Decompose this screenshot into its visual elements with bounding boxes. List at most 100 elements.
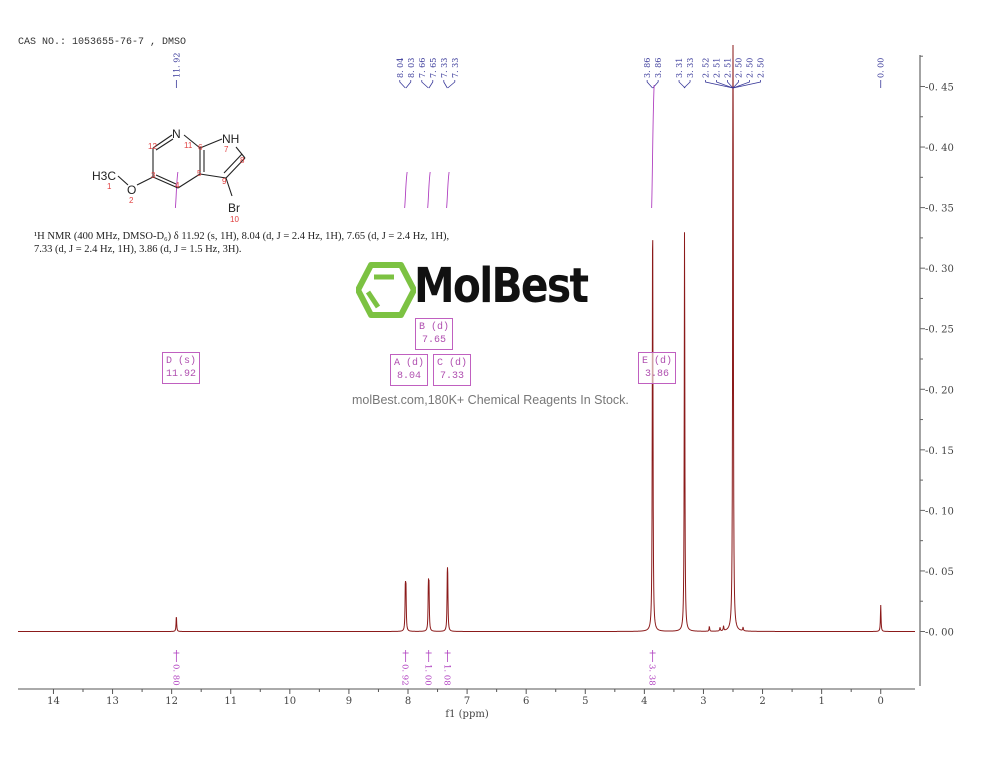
peak-label-connector — [732, 80, 750, 89]
atom-number: 4 — [175, 181, 180, 190]
watermark-tagline: molBest.com,180K+ Chemical Reagents In S… — [352, 393, 629, 407]
multiplet-label: E (d) — [642, 356, 673, 367]
multiplet-box-c: C (d) 7.33 — [433, 354, 472, 386]
y-tick-label: -0. 25 — [925, 325, 954, 336]
integral-value: 3. 38 — [647, 664, 657, 686]
multiplet-shift: 7.33 — [440, 371, 465, 382]
peak-label-connector — [399, 80, 406, 89]
atom-h3c: H3C — [92, 169, 116, 183]
peak-label-connector — [652, 80, 659, 89]
x-tick-label: 3 — [700, 696, 706, 707]
x-tick-label: 10 — [283, 696, 296, 707]
peak-label: 3. 33 — [686, 58, 695, 78]
atom-number: 8 — [240, 156, 245, 165]
nmr-description-line: 7.33 (d, J = 2.4 Hz, 1H), 3.86 (d, J = 1… — [34, 244, 242, 255]
multiplet-box-e: E (d) 3.86 — [638, 352, 677, 384]
peak-label: 7. 33 — [451, 58, 460, 78]
peak-label-connector — [732, 80, 739, 89]
integral-value: 1. 00 — [423, 664, 433, 686]
y-tick-label: -0. 10 — [925, 506, 954, 517]
peak-label: 11. 92 — [172, 53, 181, 78]
watermark-name: MolBest — [414, 258, 589, 314]
x-axis-label: f1 (ppm) — [445, 709, 488, 720]
peak-label-connector — [646, 80, 653, 89]
multiplet-box-b: B (d) 7.65 — [415, 318, 454, 350]
x-tick-label: 11 — [224, 696, 237, 707]
peak-label-connector — [732, 80, 761, 89]
multiplet-label: C (d) — [437, 358, 468, 369]
atom-number: 3 — [151, 171, 156, 180]
nmr-description-line: ¹H NMR (400 MHz, DMSO-D₆) δ 11.92 (s, 1H… — [34, 231, 450, 242]
peak-label: 8. 03 — [407, 58, 416, 78]
y-tick-label: -0. 20 — [925, 385, 954, 396]
molbest-logo-icon — [356, 262, 416, 318]
peak-label: 2. 50 — [746, 58, 755, 78]
x-tick-label: 12 — [165, 696, 178, 707]
atom-number: 7 — [224, 145, 229, 154]
peak-label-connector — [683, 80, 691, 89]
peak-label: 7. 66 — [418, 58, 427, 78]
multiplet-label: A (d) — [394, 358, 425, 369]
peak-label-connector — [421, 80, 429, 89]
peak-label: 3. 86 — [654, 58, 663, 78]
peak-label: 2. 52 — [702, 58, 711, 78]
x-tick-label: 8 — [405, 696, 411, 707]
integral-value: 0. 80 — [170, 664, 180, 686]
peak-label: 2. 50 — [735, 58, 744, 78]
x-tick-label: 9 — [346, 696, 352, 707]
peak-label: 2. 51 — [713, 58, 722, 78]
x-tick-label: 7 — [464, 696, 470, 707]
peak-label: 0. 00 — [877, 58, 886, 78]
y-tick-label: -0. 30 — [925, 264, 954, 275]
atom-number: 6 — [198, 143, 203, 152]
nmr-description: ¹H NMR (400 MHz, DMSO-D₆) δ 11.92 (s, 1H… — [34, 230, 494, 256]
x-tick-label: 1 — [818, 696, 824, 707]
chemical-structure: N NH H3C O Br 1 2 3 4 5 6 7 8 9 10 11 12 — [92, 127, 246, 224]
atom-nh: NH — [222, 132, 239, 146]
y-tick-label: -0. 35 — [925, 204, 954, 215]
multiplet-shift: 8.04 — [397, 371, 422, 382]
atom-br: Br — [228, 201, 240, 215]
atom-number: 11 — [184, 141, 193, 150]
peak-label-connector — [678, 80, 686, 89]
integral-curve — [174, 171, 179, 209]
atom-number: 1 — [107, 182, 112, 191]
atom-number: 5 — [197, 169, 202, 178]
peak-label-connector — [428, 80, 434, 89]
x-tick-label: 4 — [641, 696, 647, 707]
atom-number: 2 — [129, 196, 134, 205]
peak-label-connector — [716, 80, 734, 89]
integral-curve — [404, 171, 408, 209]
peak-label: 8. 04 — [396, 58, 405, 78]
x-tick-label: 5 — [582, 696, 588, 707]
integral-curve — [651, 84, 655, 209]
multiplet-box-a: A (d) 8.04 — [390, 354, 429, 386]
integral-value: 0. 92 — [400, 664, 410, 686]
x-tick-label: 14 — [47, 696, 60, 707]
y-tick-label: -0. 15 — [925, 446, 954, 457]
multiplet-label: D (s) — [166, 356, 197, 367]
peak-label-connector — [405, 80, 412, 89]
atom-number: 9 — [222, 177, 227, 186]
cas-header: CAS NO.: 1053655-76-7 , DMSO — [18, 37, 187, 48]
peak-label-connector — [727, 80, 734, 89]
y-tick-label: -0. 40 — [925, 143, 954, 154]
atom-n: N — [172, 127, 181, 141]
integral-curve — [446, 171, 450, 209]
atom-o: O — [127, 183, 136, 197]
peak-label: 2. 50 — [757, 58, 766, 78]
atom-number: 10 — [230, 215, 239, 224]
multiplet-label: B (d) — [419, 322, 450, 333]
spectrum-line — [18, 44, 915, 632]
integral-curve — [427, 171, 431, 209]
x-tick-label: 6 — [523, 696, 529, 707]
multiplet-shift: 11.92 — [166, 369, 197, 380]
multiplet-shift: 3.86 — [645, 369, 670, 380]
peak-label: 7. 65 — [429, 58, 438, 78]
x-tick-label: 0 — [878, 696, 884, 707]
y-tick-label: -0. 05 — [925, 567, 954, 578]
atom-number: 12 — [148, 142, 157, 151]
x-tick-label: 13 — [106, 696, 119, 707]
peak-label-connector — [705, 80, 734, 89]
